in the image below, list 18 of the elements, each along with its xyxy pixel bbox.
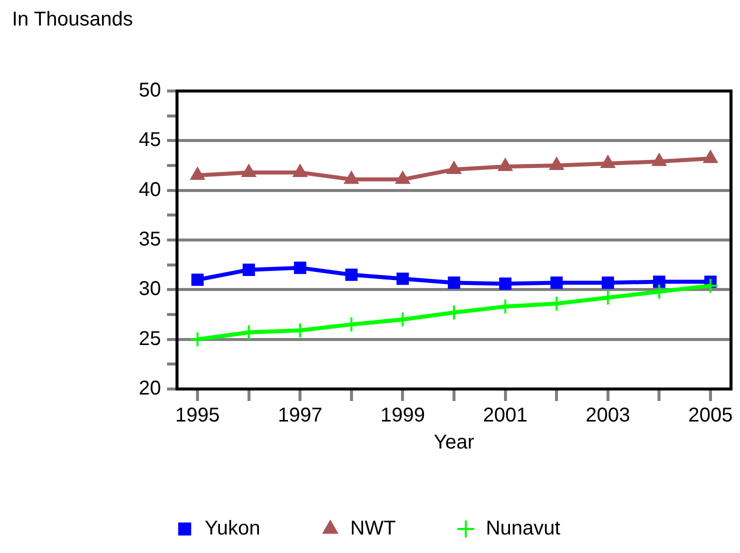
x-tick-label: 2001	[483, 404, 528, 427]
legend-label: Yukon	[204, 518, 260, 540]
y-tick-label: 25	[138, 328, 161, 350]
y-tick-label: 20	[138, 378, 161, 400]
legend-label: NWT	[350, 518, 396, 540]
x-axis-title: Year	[434, 432, 475, 454]
x-tick-label: 2005	[688, 404, 733, 427]
x-tick-label: 2003	[586, 404, 630, 427]
y-tick-label: 50	[138, 80, 161, 102]
y-tick-label: 30	[138, 278, 161, 300]
x-tick-label: 1997	[278, 404, 322, 427]
y-tick-label: 35	[138, 228, 161, 251]
legend-label: Nunavut	[486, 518, 561, 540]
x-tick-label: 1999	[380, 404, 425, 427]
x-tick-label: 1995	[175, 404, 220, 427]
y-tick-label: 45	[138, 129, 161, 152]
y-axis-title: In Thousands	[12, 8, 133, 31]
y-tick-label: 40	[138, 178, 161, 201]
